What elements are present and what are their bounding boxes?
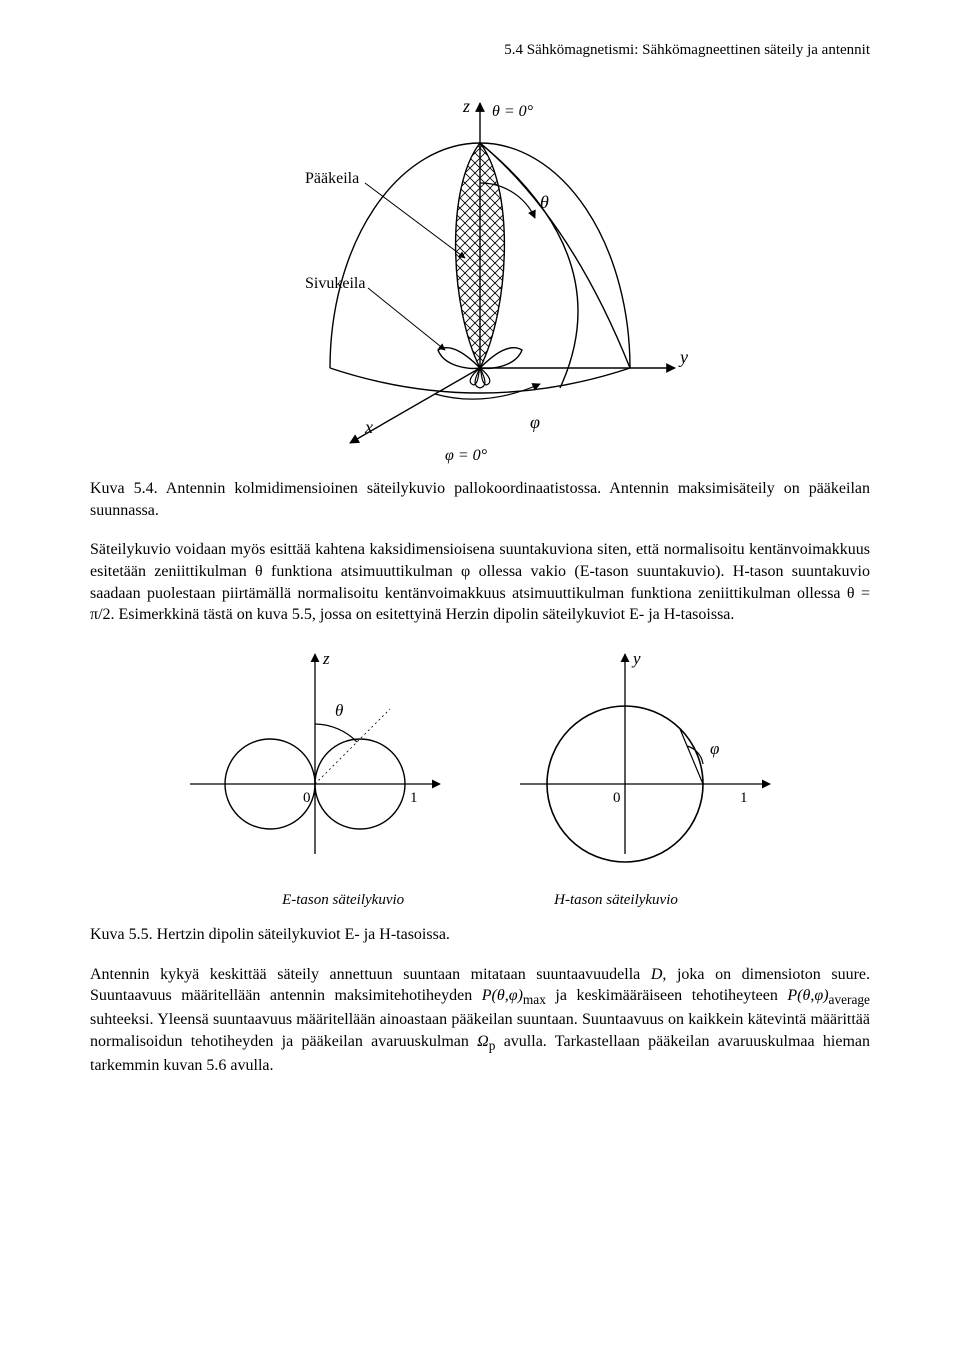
figure-5-4-caption: Kuva 5.4. Antennin kolmidimensioinen sät… — [90, 478, 870, 521]
p2-sub-avg: average — [829, 992, 870, 1007]
fig2-theta: θ — [335, 701, 343, 720]
figure-5-5-caption: Kuva 5.5. Hertzin dipolin säteilykuviot … — [90, 924, 870, 946]
fig2-phi: φ — [710, 739, 719, 758]
fig2-h-zero: 0 — [613, 790, 621, 806]
fig2-e-zero: 0 — [303, 790, 311, 806]
fig2-y: y — [631, 649, 641, 668]
fig2-e-plane: z θ 0 1 — [185, 644, 445, 864]
fig2-label-e: E-tason säteilykuvio — [282, 890, 404, 910]
fig2-e-one: 1 — [410, 790, 418, 806]
fig1-phi: φ — [530, 412, 540, 432]
paragraph-2: Antennin kykyä keskittää säteily annettu… — [90, 964, 870, 1077]
fig1-phi0: φ = 0° — [445, 447, 488, 464]
figure-5-4: z y x θ = 0° φ = 0° θ φ Pääkeila Sivukei… — [220, 88, 740, 468]
fig1-theta0: θ = 0° — [492, 103, 534, 120]
fig2-z: z — [322, 649, 330, 668]
p2-Pavg: P(θ,φ) — [787, 987, 828, 1004]
figure-5-5: z θ 0 1 y φ 0 1 — [90, 644, 870, 864]
fig1-theta: θ — [540, 192, 549, 212]
p2-sub-max: max — [523, 992, 546, 1007]
fig2-h-plane: y φ 0 1 — [515, 644, 775, 864]
p2-omega: Ω — [477, 1033, 489, 1050]
fig1-sivukeila: Sivukeila — [305, 275, 365, 292]
p2-Pmax: P(θ,φ) — [482, 987, 523, 1004]
fig2-label-h: H-tason säteilykuvio — [554, 890, 678, 910]
p2-D: D — [651, 966, 663, 983]
fig1-paakeila: Pääkeila — [305, 170, 359, 187]
p2-c: ja keskimääräiseen tehotiheyteen — [546, 987, 788, 1004]
fig2-h-one: 1 — [740, 790, 748, 806]
paragraph-1: Säteilykuvio voidaan myös esittää kahten… — [90, 539, 870, 625]
fig1-label-z: z — [462, 96, 470, 116]
fig1-label-y: y — [678, 347, 688, 367]
fig1-label-x: x — [364, 417, 373, 437]
p2-a: Antennin kykyä keskittää säteily annettu… — [90, 966, 651, 983]
fig2-sublabels: E-tason säteilykuvio H-tason säteilykuvi… — [90, 890, 870, 910]
page-header: 5.4 Sähkömagnetismi: Sähkömagneettinen s… — [90, 40, 870, 60]
